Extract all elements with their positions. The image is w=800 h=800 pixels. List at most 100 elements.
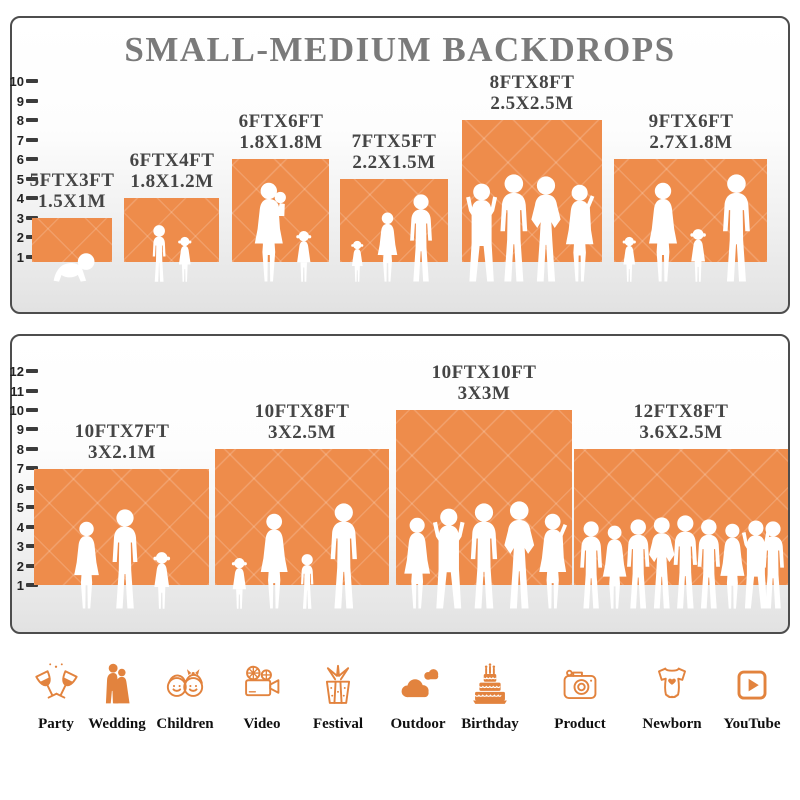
ruler-mark-11: 11: [8, 384, 38, 399]
tick-icon: [26, 118, 38, 122]
silhouette-adults-5: [404, 501, 568, 609]
tick-icon: [26, 447, 38, 451]
backdrop-label-7ftx5ft: 7FTX5FT 2.2X1.5M: [309, 131, 479, 174]
tick-icon: [26, 564, 38, 568]
ruler-mark-8: 8: [8, 113, 38, 128]
backdrop-rect-7ftx5ft: [340, 179, 448, 282]
tick-icon: [26, 466, 38, 470]
gift-box-icon: [325, 664, 351, 704]
category-row: Party Wedding: [0, 660, 800, 760]
photo-camera-icon: [563, 669, 597, 700]
category-label: Birthday: [461, 716, 519, 732]
ruler-mark-3: 3: [8, 539, 38, 554]
play-button-icon: [737, 670, 767, 700]
category-label: Product: [554, 716, 606, 732]
silhouette-children: [152, 225, 192, 282]
size-ft: 12FTX8FT: [633, 401, 729, 422]
backdrop-rect-12ftx8ft: [574, 449, 788, 609]
tick-icon: [26, 583, 38, 587]
size-m: 3X2.1M: [88, 442, 156, 464]
clouds-icon: [401, 669, 439, 698]
size-m: 1.5X1M: [38, 191, 106, 213]
silhouette-family-4: [231, 503, 357, 609]
size-m: 2.2X1.5M: [352, 152, 436, 174]
panel-medium-backdrops: 12 11 10 9 8 7 6 5 4 3 2 1 10FTX7FT 3X2.…: [10, 334, 790, 634]
size-ft: 6FTX6FT: [238, 111, 324, 132]
tick-icon: [26, 389, 38, 393]
category-label: Newborn: [642, 716, 702, 732]
tick-icon: [26, 486, 38, 490]
ruler-mark-10: 10: [8, 403, 38, 418]
ruler-mark-6: 6: [8, 481, 38, 496]
size-ft: 7FTX5FT: [351, 131, 437, 152]
backdrop-rect-9ftx6ft: [614, 159, 767, 282]
tick-icon: [26, 505, 38, 509]
ruler-mark-4: 4: [8, 191, 38, 206]
category-festival: Festival: [293, 660, 383, 733]
category-label: YouTube: [723, 716, 781, 732]
backdrop-rect-6ftx4ft: [124, 198, 219, 282]
ruler-mark-5: 5: [8, 500, 38, 515]
category-newborn: Newborn: [627, 660, 717, 733]
tick-icon: [26, 138, 38, 142]
silhouette-baby: [53, 253, 95, 282]
tick-icon: [26, 525, 38, 529]
size-m: 2.5X2.5M: [490, 93, 574, 115]
size-ft: 10FTX10FT: [431, 362, 537, 383]
size-ft: 10FTX8FT: [254, 401, 350, 422]
size-m: 1.8X1.2M: [130, 171, 214, 193]
backdrop-label-8ftx8ft: 8FTX8FT 2.5X2.5M: [447, 72, 617, 115]
category-video: Video: [217, 660, 307, 733]
tick-icon: [26, 79, 38, 83]
backdrop-label-12ftx8ft: 12FTX8FT 3.6X2.5M: [596, 401, 766, 444]
baby-onesie-icon: [658, 667, 686, 699]
category-outdoor: Outdoor: [373, 660, 463, 733]
tick-icon: [26, 369, 38, 373]
size-m: 3.6X2.5M: [639, 422, 723, 444]
silhouette-family-3: [74, 509, 171, 609]
silhouette-family-4: [622, 174, 750, 282]
tick-icon: [26, 427, 38, 431]
category-label: Outdoor: [390, 716, 446, 732]
tick-icon: [26, 196, 38, 200]
backdrop-rect-8ftx8ft: [462, 120, 602, 282]
size-ft: 9FTX6FT: [648, 111, 734, 132]
backdrop-rect-10ftx7ft: [34, 469, 209, 609]
category-product: Product: [535, 660, 625, 733]
category-children: Children: [140, 660, 230, 733]
size-ft: 5FTX3FT: [29, 170, 115, 191]
children-faces-icon: [166, 669, 204, 697]
tick-icon: [26, 99, 38, 103]
category-birthday: Birthday: [445, 660, 535, 733]
size-m: 3X3M: [457, 383, 511, 405]
silhouette-mother-child: [254, 182, 312, 282]
backdrop-label-10ftx8ft: 10FTX8FT 3X2.5M: [217, 401, 387, 444]
ruler-mark-8: 8: [8, 442, 38, 457]
ruler-mark-2: 2: [8, 559, 38, 574]
backdrop-rect-5ftx3ft: [32, 218, 112, 282]
size-m: 3X2.5M: [268, 422, 336, 444]
category-wedding: Wedding: [72, 660, 162, 733]
ruler-mark-12: 12: [8, 364, 38, 379]
size-m: 2.7X1.8M: [649, 132, 733, 154]
ruler-mark-9: 9: [8, 422, 38, 437]
page-title: SMALL-MEDIUM BACKDROPS: [124, 30, 676, 69]
silhouette-family-3: [351, 194, 432, 282]
category-label: Wedding: [88, 716, 146, 732]
category-label: Festival: [313, 716, 363, 732]
backdrop-label-6ftx6ft: 6FTX6FT 1.8X1.8M: [196, 111, 366, 154]
tick-icon: [26, 408, 38, 412]
backdrop-rect-6ftx6ft: [232, 159, 329, 282]
backdrop-label-10ftx10ft: 10FTX10FT 3X3M: [399, 362, 569, 405]
category-label: Video: [243, 716, 281, 732]
category-label: Children: [156, 716, 214, 732]
silhouette-adults-4: [466, 174, 595, 282]
size-ft: 10FTX7FT: [74, 421, 170, 442]
size-m: 1.8X1.8M: [239, 132, 323, 154]
tick-icon: [26, 177, 38, 181]
tick-icon: [26, 157, 38, 161]
panel-small-backdrops: SMALL-MEDIUM BACKDROPS 10 9 8 7 6 5 4 3 …: [10, 16, 790, 314]
tick-icon: [26, 544, 38, 548]
ruler-mark-9: 9: [8, 94, 38, 109]
silhouette-crowd: [580, 515, 784, 609]
